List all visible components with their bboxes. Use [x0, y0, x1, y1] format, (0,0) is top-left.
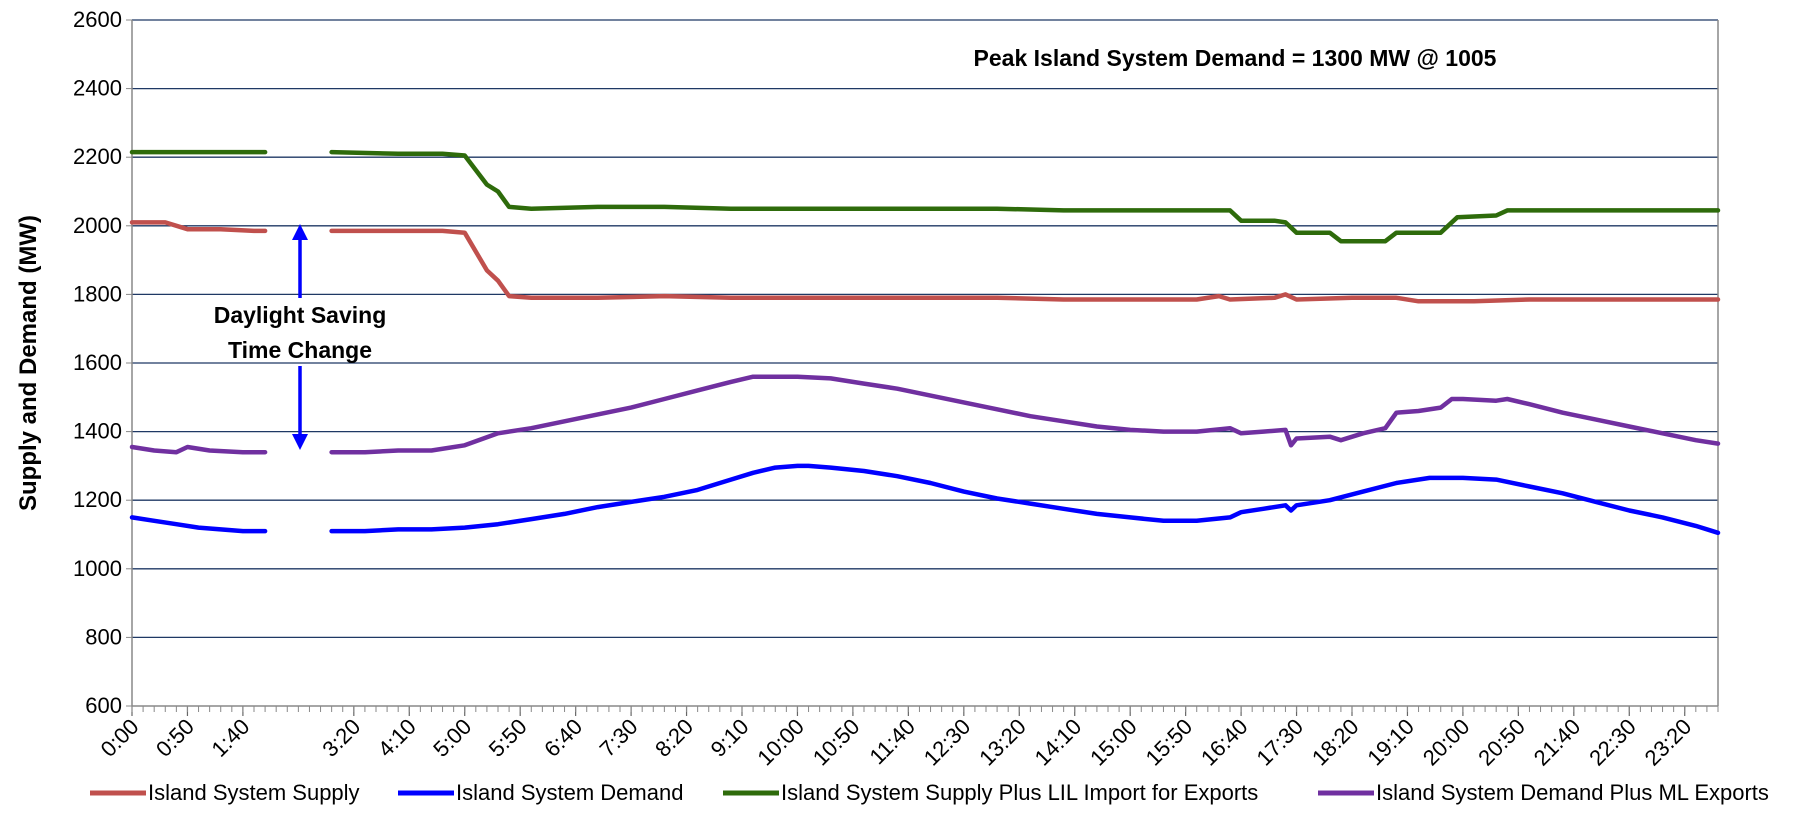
series-line-4-segment-2: [329, 374, 1721, 455]
x-tick-label: 13:20: [974, 714, 1031, 771]
x-tick-label: 3:20: [317, 714, 365, 762]
y-tick-label: 800: [85, 624, 122, 649]
x-tick-label: 20:50: [1473, 714, 1530, 771]
dst-arrow-up-head: [292, 224, 308, 240]
y-tick-label: 2000: [73, 213, 122, 238]
x-tick-label: 14:10: [1030, 714, 1087, 771]
y-tick-label: 1000: [73, 556, 122, 581]
y-tick-label: 2200: [73, 144, 122, 169]
x-tick-label: 12:30: [919, 714, 976, 771]
legend-label-1: Island System Supply: [148, 780, 360, 805]
x-tick-label: 10:00: [752, 714, 809, 771]
x-tick-label: 6:40: [539, 714, 587, 762]
x-tick-label: 11:40: [864, 714, 919, 769]
x-tick-label: 17:30: [1251, 714, 1308, 771]
dst-annotation-line2: Time Change: [228, 337, 372, 363]
y-tick-label: 1800: [73, 281, 122, 306]
x-tick-label: 10:50: [808, 714, 865, 771]
y-tick-label: 1200: [73, 487, 122, 512]
series-lines: [129, 149, 1721, 536]
series-line-2-segment-2: [329, 463, 1721, 536]
legend: Island System Supply Island System Demand…: [90, 780, 1769, 805]
y-tick-label: 1600: [73, 350, 122, 375]
x-tick-label: 15:50: [1141, 714, 1198, 771]
x-tick-label: 9:10: [706, 714, 754, 762]
legend-label-3: Island System Supply Plus LIL Import for…: [781, 780, 1258, 805]
series-line-2-segment-1: [129, 515, 268, 534]
x-tick-label: 20:00: [1418, 714, 1475, 771]
x-tick-label: 5:00: [428, 714, 476, 762]
y-tick-label: 600: [85, 693, 122, 718]
legend-label-4: Island System Demand Plus ML Exports: [1376, 780, 1769, 805]
dst-annotation-line1: Daylight Saving: [214, 302, 387, 328]
x-tick-label: 19:10: [1362, 714, 1419, 771]
x-axis-minor-ticks: [131, 706, 1719, 712]
gridlines: [132, 19, 1718, 639]
series-line-4-segment-1: [129, 444, 268, 455]
x-tick-label: 4:10: [373, 714, 421, 762]
y-axis-tick-labels: 600 800 1000 1200 1400 1600 1800 2000 2200 2400 26…: [73, 7, 132, 718]
x-tick-label: 5:50: [484, 714, 532, 762]
x-tick-label: 15:00: [1085, 714, 1142, 771]
x-tick-label: 0:00: [96, 714, 144, 762]
y-tick-label: 1400: [73, 419, 122, 444]
x-tick-label: 0:50: [151, 714, 199, 762]
y-axis-title: Supply and Demand (MW): [15, 215, 42, 511]
peak-demand-annotation: Peak Island System Demand = 1300 MW @ 10…: [974, 45, 1497, 71]
x-tick-label: 1:40: [206, 714, 254, 762]
x-tick-label: 23:20: [1640, 714, 1697, 771]
series-line-1-segment-1: [129, 220, 268, 234]
axes: [131, 20, 1719, 707]
dst-arrow-down-head: [292, 434, 308, 450]
y-tick-label: 2400: [73, 76, 122, 101]
x-tick-label: 21:40: [1529, 714, 1586, 771]
x-tick-label: 7:30: [595, 714, 643, 762]
x-tick-label: 8:20: [650, 714, 698, 762]
x-tick-label: 22:30: [1584, 714, 1641, 771]
x-tick-label: 16:40: [1196, 714, 1253, 771]
y-tick-label: 2600: [73, 7, 122, 32]
series-line-3-segment-2: [329, 149, 1721, 244]
dst-arrows: [292, 224, 308, 450]
legend-label-2: Island System Demand: [456, 780, 683, 805]
series-line-1-segment-2: [329, 228, 1721, 304]
x-tick-label: 18:20: [1307, 714, 1364, 771]
x-axis-tick-labels: 0:00 0:50 1:40 3:20 4:10 5:00 5:50 6:40 7:30 8:20…: [96, 706, 1697, 771]
